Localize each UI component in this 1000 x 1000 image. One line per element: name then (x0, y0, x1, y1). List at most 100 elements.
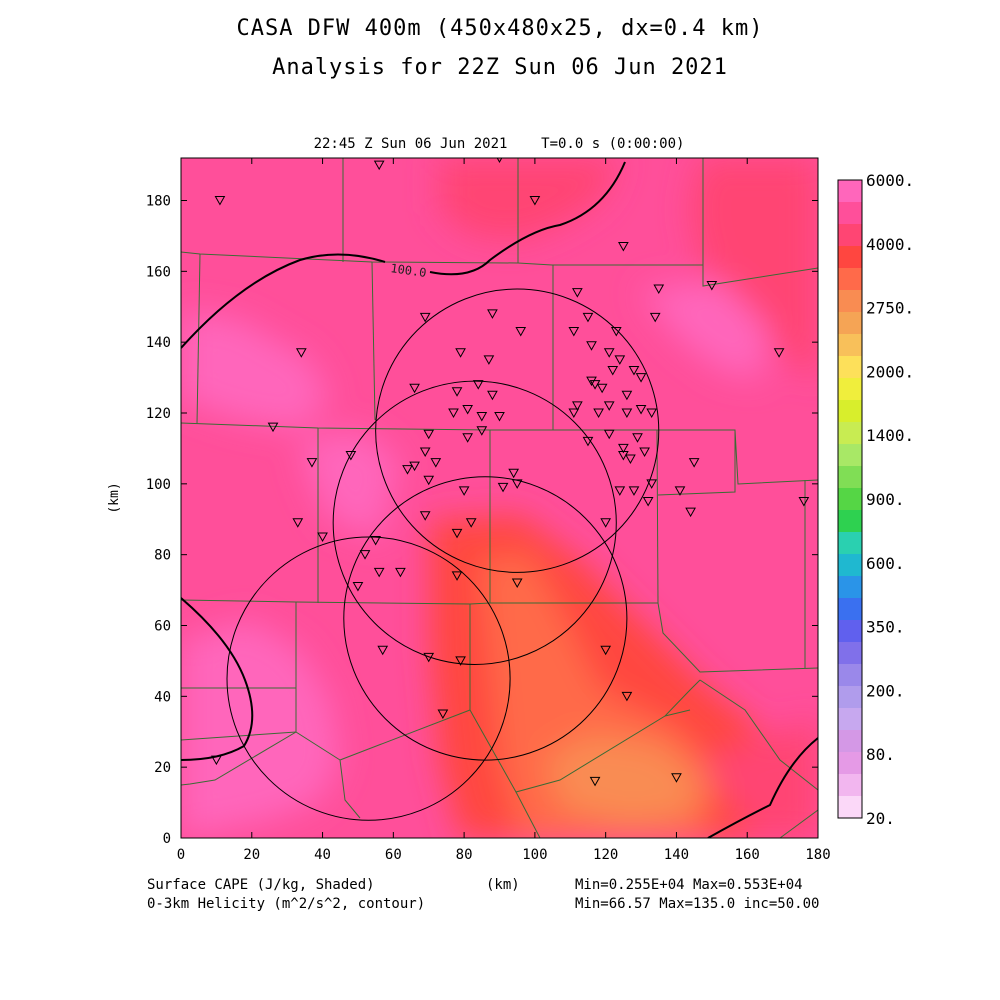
radar-site-marker (458, 486, 470, 496)
colorbar-swatch (838, 268, 862, 291)
range-ring (375, 288, 660, 573)
radar-site-marker (292, 518, 304, 528)
radar-site-marker (600, 518, 612, 528)
radar-site-marker (306, 458, 318, 468)
radar-site-marker (317, 532, 328, 542)
radar-site-marker (423, 429, 435, 440)
colorbar-label: 20. (866, 809, 895, 828)
radar-site-marker (706, 281, 718, 291)
y-tick-label: 40 (154, 689, 171, 705)
radar-site-marker (600, 645, 612, 656)
radar-site-marker (214, 196, 226, 206)
colorbar-label: 80. (866, 745, 895, 764)
colorbar-swatch (838, 312, 862, 335)
radar-site-marker (568, 408, 580, 419)
radar-site-marker (462, 404, 474, 415)
radar-site-marker (451, 387, 463, 397)
y-tick-label: 120 (146, 406, 171, 422)
footer-shading-range: Min=0.255E+04 Max=0.553E+04 (575, 877, 803, 893)
radar-site-marker (589, 380, 601, 390)
radar-site-marker (607, 366, 619, 376)
colorbar-swatch (838, 246, 862, 269)
colorbar-frame (837, 179, 863, 819)
x-tick-label: 0 (177, 847, 185, 863)
colorbar-swatch (838, 224, 862, 247)
radar-site-marker (494, 412, 505, 422)
radar-site-marker (773, 348, 785, 358)
colorbar-swatch (838, 334, 862, 357)
y-tick-label: 180 (146, 194, 171, 210)
radar-site-marker (529, 196, 541, 206)
radar-site-marker (635, 373, 647, 383)
y-tick-label: 140 (146, 335, 171, 351)
colorbar-label: 2000. (866, 362, 914, 381)
radar-site-marker (625, 454, 636, 465)
radar-site-marker (508, 468, 520, 479)
radar-site-marker (614, 486, 626, 496)
colorbar-label: 2750. (866, 299, 914, 318)
range-ring (343, 476, 628, 761)
radar-site-marker (603, 429, 615, 440)
radar-site-marker (409, 383, 420, 394)
x-tick-label: 180 (805, 847, 830, 863)
y-tick-label: 80 (154, 548, 171, 564)
radar-site-marker (409, 461, 420, 472)
radar-site-marker (448, 408, 459, 419)
colorbar-swatch (838, 664, 862, 687)
radar-site-marker (653, 284, 665, 295)
radar-site-marker (437, 709, 449, 720)
radar-site-marker (419, 447, 431, 457)
x-tick-label: 60 (385, 847, 402, 863)
y-axis-label: (km) (107, 482, 122, 513)
chart-title-line1: CASA DFW 400m (450x480x25, dx=0.4 km) (236, 16, 764, 41)
radar-site-marker (462, 433, 474, 443)
radar-site-marker (642, 497, 654, 507)
colorbar-swatch (838, 642, 862, 665)
colorbar-swatch (838, 752, 862, 775)
colorbar (837, 179, 863, 819)
colorbar-swatch (838, 202, 862, 225)
radar-site-marker (646, 479, 658, 489)
x-tick-label: 120 (593, 847, 618, 863)
footer-contour-label: 0-3km Helicity (m^2/s^2, contour) (147, 896, 426, 912)
radar-site-marker (568, 327, 580, 337)
radar-site-marker (582, 312, 594, 323)
chart-subtitle: 22:45 Z Sun 06 Jun 2021 T=0.0 s (0:00:00… (313, 136, 685, 152)
radar-site-marker (621, 408, 633, 419)
radar-site-marker (798, 497, 810, 507)
radar-site-marker (614, 355, 626, 365)
radar-site-marker (295, 348, 307, 358)
colorbar-label: 350. (866, 618, 905, 637)
radar-site-marker (487, 390, 498, 401)
colorbar-swatch (838, 554, 862, 577)
radar-site-marker (646, 408, 658, 419)
x-axis-label: (km) (486, 877, 520, 893)
x-tick-label: 160 (735, 847, 760, 863)
radar-site-marker (345, 451, 357, 461)
colorbar-swatch (838, 180, 862, 203)
footer-shading-label: Surface CAPE (J/kg, Shaded) (147, 877, 375, 893)
radar-site-marker (674, 486, 686, 496)
radar-site-marker (632, 433, 643, 443)
radar-site-marker (586, 341, 597, 351)
radar-site-marker (589, 776, 601, 787)
colorbar-swatch (838, 730, 862, 753)
footer-contour-range: Min=66.57 Max=135.0 inc=50.00 (575, 896, 820, 912)
radar-site-marker (610, 327, 622, 337)
colorbar-swatch (838, 400, 862, 423)
y-tick-label: 0 (163, 831, 171, 847)
colorbar-label: 4000. (866, 235, 914, 254)
radar-sites (211, 158, 810, 787)
colorbar-swatch (838, 290, 862, 313)
x-tick-label: 140 (664, 847, 689, 863)
radar-site-marker (423, 475, 435, 486)
radar-site-marker (419, 312, 431, 323)
radar-site-marker (621, 390, 633, 401)
colorbar-swatch (838, 510, 862, 533)
radar-site-marker (377, 645, 389, 656)
radar-site-marker (352, 582, 364, 592)
colorbar-label: 900. (866, 490, 905, 509)
range-ring (226, 536, 511, 821)
radar-site-marker (423, 652, 435, 663)
